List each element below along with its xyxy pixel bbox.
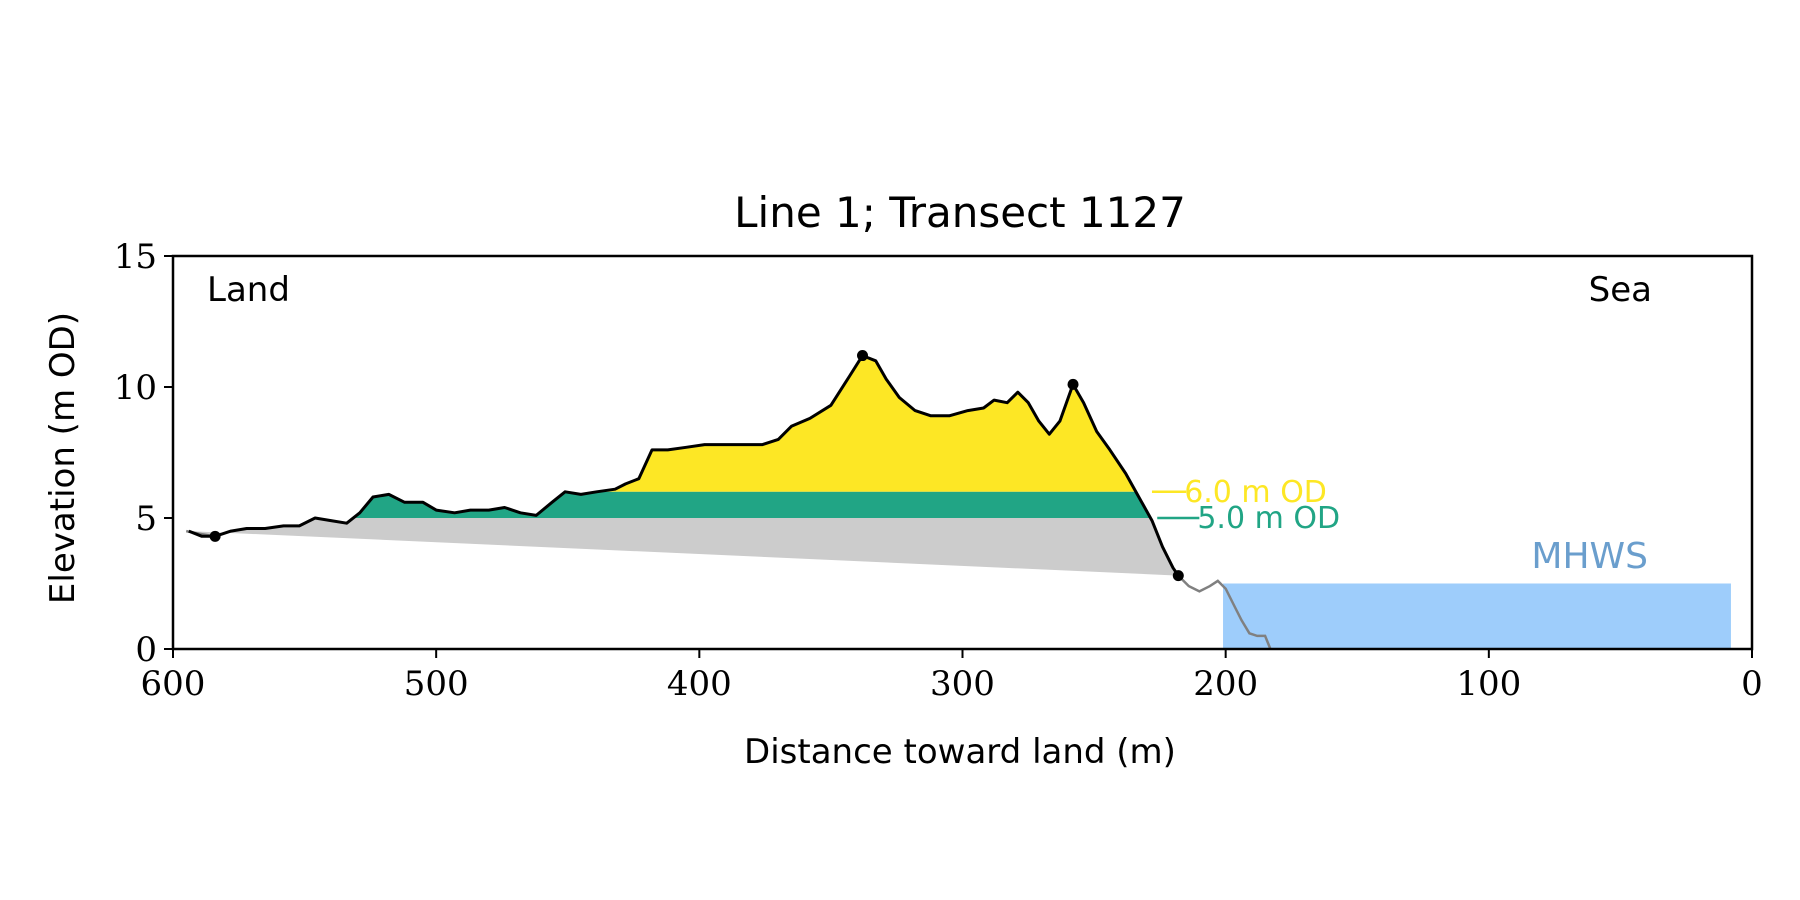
sea-label: Sea [1589,270,1652,310]
profile-marker [856,350,868,362]
level-label: 6.0 m OD [1184,475,1327,510]
profile-marker [209,530,221,542]
plot-fills [188,355,1731,649]
y-tick-label: 15 [114,237,157,277]
chart-title: Line 1; Transect 1127 [734,188,1186,237]
level-label: 5.0 m OD [1197,501,1340,536]
profile-marker [1067,378,1079,390]
x-tick-label: 0 [1741,664,1763,704]
x-tick-label: 100 [1456,664,1521,704]
plot-lines [185,354,1272,650]
y-tick-label: 0 [135,630,157,670]
profile-bands [188,355,1179,576]
x-tick-label: 500 [404,664,469,704]
x-tick-label: 600 [141,664,206,704]
band-above-6m [188,355,1179,492]
mhws-water-area [1223,583,1731,649]
seaward-profile-line [1177,574,1272,650]
x-axis-label: Distance toward land (m) [744,732,1176,772]
y-tick-label: 5 [135,499,157,539]
y-ticks: 0 5 10 15 [114,237,173,670]
x-ticks: 600 500 400 300 200 100 0 [141,649,1763,704]
land-label: Land [207,270,290,310]
x-tick-label: 200 [1193,664,1258,704]
band-5-to-6m [188,491,1179,518]
y-axis-label: Elevation (m OD) [43,312,83,604]
band-below-5m [188,518,1179,576]
x-tick-label: 300 [930,664,995,704]
profile-marker [1172,570,1184,582]
plot-markers [209,350,1184,582]
level-labels: 6.0 m OD5.0 m OD [1184,475,1340,536]
profile-line [188,354,1180,577]
x-tick-label: 400 [667,664,732,704]
y-tick-label: 10 [114,368,157,408]
mhws-label: MHWS [1531,536,1648,577]
